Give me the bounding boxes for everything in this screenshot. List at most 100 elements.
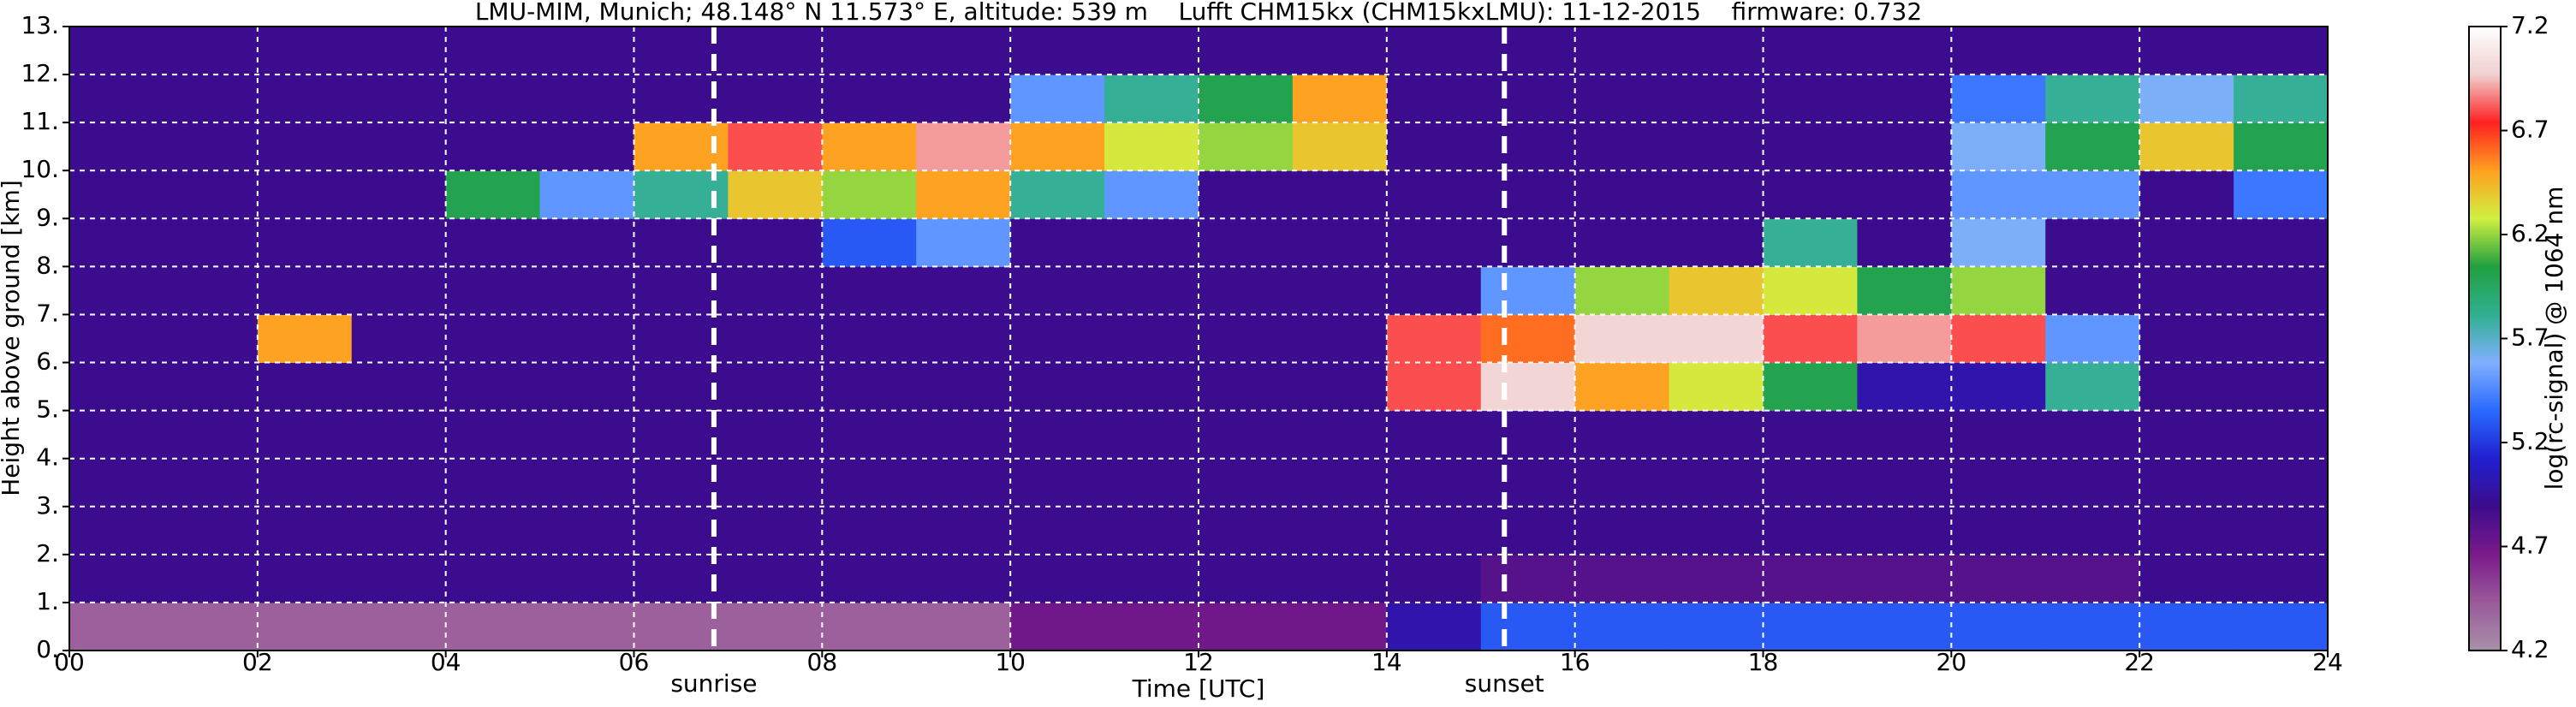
- heatmap-cell: [69, 266, 164, 315]
- heatmap-cell: [1574, 554, 1670, 603]
- heatmap-cell: [1292, 122, 1388, 171]
- heatmap-cell: [1104, 362, 1199, 412]
- heatmap-cell: [916, 266, 1011, 315]
- heatmap-cell: [163, 314, 259, 364]
- heatmap-cell: [445, 266, 541, 315]
- heatmap-cell: [2045, 218, 2140, 267]
- heatmap-cell: [1480, 362, 1576, 412]
- heatmap-cell: [2234, 314, 2329, 364]
- x-tick-label: 00: [54, 648, 85, 676]
- heatmap-cell: [2234, 410, 2329, 460]
- heatmap-cell: [822, 362, 917, 412]
- heatmap-cell: [539, 506, 634, 556]
- heatmap-cell: [1669, 458, 1764, 508]
- heatmap-cell: [1669, 266, 1764, 315]
- heatmap-cell: [1199, 74, 1294, 123]
- heatmap-cell: [69, 458, 164, 508]
- heatmap-cell: [1386, 458, 1482, 508]
- heatmap-cell: [1763, 410, 1858, 460]
- heatmap-cell: [1292, 554, 1388, 603]
- x-tick-label: 08: [807, 648, 838, 676]
- heatmap-cell: [2045, 554, 2140, 603]
- heatmap-cell: [2234, 170, 2329, 219]
- heatmap-cell: [1857, 314, 1952, 364]
- heatmap-cell: [69, 170, 164, 219]
- heatmap-cell: [1386, 554, 1482, 603]
- y-tick-label: 8.: [36, 251, 59, 279]
- heatmap-cell: [1199, 602, 1294, 651]
- heatmap-cell: [1951, 410, 2046, 460]
- heatmap-cell: [2045, 266, 2140, 315]
- heatmap-cell: [1104, 410, 1199, 460]
- heatmap-cell: [1104, 122, 1199, 171]
- heatmap-cell: [1857, 506, 1952, 556]
- annotation-label: sunrise: [670, 669, 757, 698]
- heatmap-cell: [916, 27, 1011, 75]
- heatmap-cell: [2234, 27, 2329, 75]
- heatmap-cell: [1763, 27, 1858, 75]
- heatmap-cell: [1951, 458, 2046, 508]
- heatmap-cell: [2234, 506, 2329, 556]
- heatmap-cell: [2139, 410, 2234, 460]
- heatmap-cell: [1951, 602, 2046, 651]
- colorbar-label: log(rc-signal) @ 1064 nm: [2540, 187, 2568, 490]
- heatmap-cell: [2139, 506, 2234, 556]
- heatmap-cell: [445, 122, 541, 171]
- heatmap-cell: [916, 74, 1011, 123]
- heatmap-cell: [1857, 458, 1952, 508]
- heatmap-cell: [1951, 170, 2046, 219]
- heatmap-cell: [1669, 314, 1764, 364]
- heatmap-cell: [1480, 74, 1576, 123]
- heatmap-cell: [1480, 506, 1576, 556]
- heatmap-cell: [728, 410, 823, 460]
- heatmap-cell: [2045, 74, 2140, 123]
- heatmap-cell: [1104, 602, 1199, 651]
- plot-area: [69, 27, 2329, 651]
- heatmap-cell: [728, 170, 823, 219]
- heatmap-cell: [1480, 266, 1576, 315]
- chart-title: LMU-MIM, Munich; 48.148° N 11.573° E, al…: [475, 0, 1922, 26]
- heatmap-cell: [1574, 218, 1670, 267]
- heatmap-cell: [1199, 218, 1294, 267]
- heatmap-cell: [257, 554, 353, 603]
- heatmap-cell: [1480, 170, 1576, 219]
- heatmap-cell: [1951, 506, 2046, 556]
- heatmap-cell: [1104, 458, 1199, 508]
- y-tick-label: 11.: [21, 107, 59, 135]
- colorbar-tick-label: 5.7: [2511, 324, 2549, 352]
- heatmap-cell: [916, 506, 1011, 556]
- heatmap-cell: [445, 602, 541, 651]
- heatmap-cell: [916, 314, 1011, 364]
- x-tick-label: 16: [1560, 648, 1591, 676]
- heatmap-cell: [2045, 602, 2140, 651]
- heatmap-cell: [1951, 554, 2046, 603]
- heatmap-cell: [2139, 74, 2234, 123]
- heatmap-cell: [69, 314, 164, 364]
- heatmap-cell: [916, 458, 1011, 508]
- heatmap-cell: [1574, 170, 1670, 219]
- x-axis-label: Time [UTC]: [1132, 674, 1265, 703]
- heatmap-cell: [257, 458, 353, 508]
- heatmap-cell: [1010, 170, 1105, 219]
- heatmap-cell: [1480, 602, 1576, 651]
- heatmap-cell: [1574, 314, 1670, 364]
- heatmap-cell: [1669, 170, 1764, 219]
- heatmap-cell: [1104, 218, 1199, 267]
- heatmap-cell: [1199, 122, 1294, 171]
- heatmap-cell: [1480, 554, 1576, 603]
- y-tick-label: 9.: [36, 203, 59, 231]
- heatmap-cell: [822, 218, 917, 267]
- heatmap-cell: [163, 74, 259, 123]
- heatmap-cell: [2234, 458, 2329, 508]
- heatmap-cell: [1292, 362, 1388, 412]
- heatmap-cell: [1386, 314, 1482, 364]
- heatmap-cell: [1199, 362, 1294, 412]
- heatmap-cell: [163, 602, 259, 651]
- x-tick-label: 18: [1748, 648, 1779, 676]
- heatmap-cell: [1763, 218, 1858, 267]
- y-axis-label: Height above ground [km]: [0, 180, 25, 496]
- heatmap-cell: [163, 410, 259, 460]
- heatmap-cell: [539, 314, 634, 364]
- heatmap-cell: [1199, 554, 1294, 603]
